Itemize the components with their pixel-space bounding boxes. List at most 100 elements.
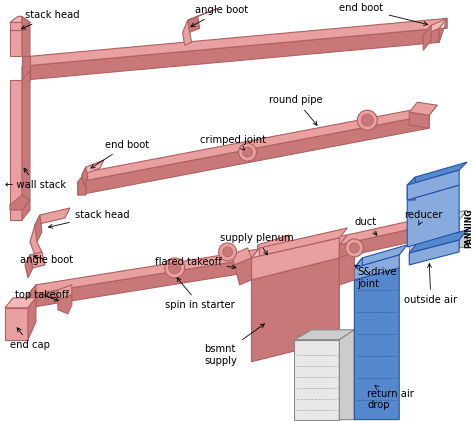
Text: supply plenum: supply plenum bbox=[219, 233, 293, 255]
Polygon shape bbox=[22, 70, 30, 220]
Polygon shape bbox=[10, 16, 22, 22]
Polygon shape bbox=[257, 235, 290, 258]
Polygon shape bbox=[22, 28, 439, 80]
Polygon shape bbox=[10, 22, 30, 30]
Polygon shape bbox=[5, 308, 28, 340]
Circle shape bbox=[346, 239, 363, 257]
Polygon shape bbox=[407, 177, 415, 200]
Polygon shape bbox=[423, 25, 431, 50]
Text: duct: duct bbox=[355, 217, 377, 235]
Polygon shape bbox=[409, 230, 467, 253]
Polygon shape bbox=[78, 115, 429, 195]
Polygon shape bbox=[429, 215, 437, 238]
Polygon shape bbox=[355, 268, 399, 420]
Polygon shape bbox=[355, 258, 362, 280]
Polygon shape bbox=[22, 22, 30, 56]
Polygon shape bbox=[339, 252, 355, 285]
Polygon shape bbox=[439, 19, 447, 43]
Text: stack head: stack head bbox=[21, 11, 80, 29]
Circle shape bbox=[169, 262, 181, 274]
Polygon shape bbox=[339, 330, 355, 420]
Polygon shape bbox=[423, 19, 447, 35]
Polygon shape bbox=[252, 248, 259, 280]
Polygon shape bbox=[232, 248, 252, 265]
Circle shape bbox=[361, 114, 374, 126]
Polygon shape bbox=[30, 252, 45, 268]
Text: stack head: stack head bbox=[48, 210, 129, 228]
Polygon shape bbox=[252, 228, 347, 258]
Polygon shape bbox=[339, 215, 437, 245]
Text: PANNING: PANNING bbox=[464, 208, 473, 248]
Polygon shape bbox=[82, 160, 104, 175]
Polygon shape bbox=[58, 285, 72, 300]
Text: angle boot: angle boot bbox=[20, 255, 73, 265]
Polygon shape bbox=[22, 19, 447, 66]
Polygon shape bbox=[355, 255, 399, 280]
Polygon shape bbox=[252, 238, 339, 280]
Polygon shape bbox=[235, 258, 252, 285]
Polygon shape bbox=[257, 248, 290, 308]
Polygon shape bbox=[188, 16, 200, 32]
Polygon shape bbox=[182, 20, 191, 45]
Text: angle boot: angle boot bbox=[191, 5, 248, 27]
Polygon shape bbox=[28, 298, 36, 340]
Polygon shape bbox=[78, 105, 437, 182]
Polygon shape bbox=[407, 170, 459, 200]
Polygon shape bbox=[409, 102, 437, 115]
Circle shape bbox=[219, 243, 237, 261]
Polygon shape bbox=[252, 258, 339, 362]
Polygon shape bbox=[78, 172, 86, 195]
Text: outside air: outside air bbox=[404, 264, 457, 305]
Polygon shape bbox=[257, 308, 290, 330]
Text: spin in starter: spin in starter bbox=[164, 278, 235, 310]
Polygon shape bbox=[25, 255, 33, 278]
Text: round pipe: round pipe bbox=[270, 95, 323, 125]
Polygon shape bbox=[188, 8, 218, 20]
Text: top takeoff: top takeoff bbox=[15, 290, 69, 301]
Polygon shape bbox=[35, 215, 42, 242]
Text: reducer: reducer bbox=[404, 210, 443, 225]
Polygon shape bbox=[409, 210, 467, 233]
Polygon shape bbox=[294, 330, 355, 340]
Circle shape bbox=[238, 143, 256, 161]
Polygon shape bbox=[22, 16, 30, 30]
Polygon shape bbox=[58, 295, 72, 314]
Polygon shape bbox=[409, 240, 459, 265]
Text: S&drive
joint: S&drive joint bbox=[355, 265, 397, 289]
Polygon shape bbox=[10, 22, 22, 30]
Polygon shape bbox=[5, 298, 36, 308]
Polygon shape bbox=[28, 245, 339, 308]
Polygon shape bbox=[407, 185, 459, 247]
Polygon shape bbox=[82, 167, 88, 185]
Polygon shape bbox=[339, 225, 429, 258]
Polygon shape bbox=[257, 308, 270, 330]
Polygon shape bbox=[409, 220, 459, 245]
Polygon shape bbox=[459, 232, 467, 247]
Circle shape bbox=[357, 110, 377, 130]
Text: crimped joint: crimped joint bbox=[200, 135, 265, 150]
Polygon shape bbox=[10, 80, 22, 220]
Circle shape bbox=[243, 147, 253, 157]
Text: bsmnt
supply: bsmnt supply bbox=[205, 324, 264, 365]
Polygon shape bbox=[22, 56, 30, 80]
Circle shape bbox=[349, 243, 359, 253]
Polygon shape bbox=[257, 300, 290, 308]
Polygon shape bbox=[10, 30, 22, 56]
Text: return air
drop: return air drop bbox=[367, 385, 414, 410]
Polygon shape bbox=[28, 285, 36, 308]
Polygon shape bbox=[409, 245, 417, 260]
Text: end boot: end boot bbox=[339, 3, 428, 25]
Text: end cap: end cap bbox=[10, 328, 50, 350]
Polygon shape bbox=[28, 235, 347, 295]
Text: flared takeoff: flared takeoff bbox=[155, 257, 236, 269]
Polygon shape bbox=[407, 162, 467, 185]
Polygon shape bbox=[355, 245, 407, 268]
Polygon shape bbox=[409, 112, 429, 128]
Text: end boot: end boot bbox=[91, 140, 149, 168]
Polygon shape bbox=[35, 208, 70, 225]
Circle shape bbox=[164, 258, 185, 278]
Polygon shape bbox=[294, 340, 339, 420]
Circle shape bbox=[223, 247, 233, 257]
Polygon shape bbox=[10, 195, 30, 210]
Polygon shape bbox=[30, 225, 42, 255]
